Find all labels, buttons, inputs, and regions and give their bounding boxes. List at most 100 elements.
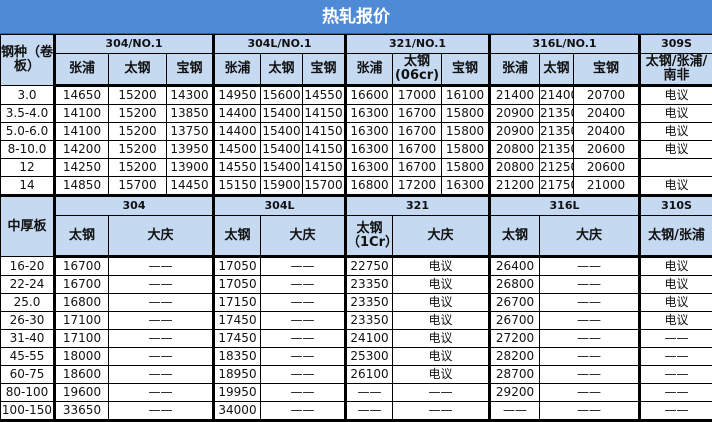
price-cell: 19950 bbox=[214, 384, 261, 402]
price-cell: 17050 bbox=[214, 276, 261, 294]
price-cell: 26700 bbox=[490, 312, 540, 330]
column-header: 宝钢 bbox=[442, 54, 490, 86]
price-cell: —— bbox=[261, 312, 346, 330]
thickness-label: 25.0 bbox=[1, 294, 55, 312]
price-cell: 14150 bbox=[303, 159, 346, 177]
column-header: 张浦 bbox=[55, 54, 109, 86]
price-cell: 16300 bbox=[442, 177, 490, 196]
price-cell: 20400 bbox=[574, 105, 640, 123]
price-cell: —— bbox=[640, 366, 712, 384]
column-header: 宝钢 bbox=[167, 54, 214, 86]
price-cell: —— bbox=[640, 330, 712, 348]
price-cell: 25300 bbox=[346, 348, 393, 366]
price-cell: 13750 bbox=[167, 123, 214, 141]
price-cell: 14400 bbox=[214, 105, 261, 123]
price-cell: 21350 bbox=[540, 105, 574, 123]
price-cell: —— bbox=[109, 348, 214, 366]
price-cell: 14150 bbox=[303, 141, 346, 159]
coil-corner-header: 钢种（卷板） bbox=[1, 35, 55, 86]
price-cell bbox=[640, 159, 712, 177]
group-header: 310S bbox=[640, 196, 712, 216]
price-cell: 电议 bbox=[393, 257, 490, 276]
thickness-label: 3.0 bbox=[1, 86, 55, 105]
group-header: 321 bbox=[346, 196, 490, 216]
price-cell: 20800 bbox=[490, 159, 540, 177]
price-cell: 电议 bbox=[640, 105, 712, 123]
price-cell: 21350 bbox=[540, 141, 574, 159]
price-cell: 15400 bbox=[261, 123, 303, 141]
thickness-label: 12 bbox=[1, 159, 55, 177]
price-cell: 29200 bbox=[490, 384, 540, 402]
page-title: 热轧报价 bbox=[0, 0, 712, 34]
price-cell: —— bbox=[261, 257, 346, 276]
price-cell: 14100 bbox=[55, 123, 109, 141]
price-cell: 16800 bbox=[346, 177, 393, 196]
price-cell: —— bbox=[261, 330, 346, 348]
price-cell: 14150 bbox=[303, 105, 346, 123]
price-cell: 15700 bbox=[303, 177, 346, 196]
price-cell: —— bbox=[109, 312, 214, 330]
price-cell: —— bbox=[109, 276, 214, 294]
group-header: 309S bbox=[640, 35, 712, 54]
price-cell: —— bbox=[261, 276, 346, 294]
price-cell: —— bbox=[109, 330, 214, 348]
column-header: 张浦 bbox=[346, 54, 393, 86]
price-cell: —— bbox=[540, 257, 640, 276]
price-cell: 16300 bbox=[346, 159, 393, 177]
price-cell: —— bbox=[540, 366, 640, 384]
price-cell: 17450 bbox=[214, 330, 261, 348]
price-cell: 18950 bbox=[214, 366, 261, 384]
group-header: 304L/NO.1 bbox=[214, 35, 346, 54]
price-cell: —— bbox=[640, 348, 712, 366]
thickness-label: 16-20 bbox=[1, 257, 55, 276]
column-header: 大庆 bbox=[109, 216, 214, 257]
price-cell: 15800 bbox=[442, 141, 490, 159]
price-cell: 14500 bbox=[214, 141, 261, 159]
group-header: 304L bbox=[214, 196, 346, 216]
price-cell: 14650 bbox=[55, 86, 109, 105]
price-cell: 电议 bbox=[640, 294, 712, 312]
price-cell: —— bbox=[261, 402, 346, 421]
price-cell: 17150 bbox=[214, 294, 261, 312]
price-cell: 16700 bbox=[393, 159, 442, 177]
price-cell: 21200 bbox=[490, 177, 540, 196]
price-cell: 28200 bbox=[490, 348, 540, 366]
price-cell: —— bbox=[393, 384, 490, 402]
price-cell: 21250 bbox=[540, 159, 574, 177]
price-cell: 14550 bbox=[214, 159, 261, 177]
price-cell: —— bbox=[109, 384, 214, 402]
price-cell: 14150 bbox=[303, 123, 346, 141]
price-cell: 17050 bbox=[214, 257, 261, 276]
price-cell: 15600 bbox=[261, 86, 303, 105]
price-cell: —— bbox=[346, 384, 393, 402]
price-cell: 20900 bbox=[490, 123, 540, 141]
price-cell: —— bbox=[640, 384, 712, 402]
price-cell: 15400 bbox=[261, 159, 303, 177]
column-header: 太钢 bbox=[55, 216, 109, 257]
price-cell: 14450 bbox=[167, 177, 214, 196]
price-cell: 电议 bbox=[640, 141, 712, 159]
thickness-label: 80-100 bbox=[1, 384, 55, 402]
price-cell: —— bbox=[261, 348, 346, 366]
price-cell: 18350 bbox=[214, 348, 261, 366]
price-cell: 14550 bbox=[303, 86, 346, 105]
price-cell: 14250 bbox=[55, 159, 109, 177]
price-cell: —— bbox=[540, 348, 640, 366]
price-cell: 15200 bbox=[109, 86, 167, 105]
price-cell: 15200 bbox=[109, 141, 167, 159]
column-header: 太钢 bbox=[109, 54, 167, 86]
price-cell: —— bbox=[261, 294, 346, 312]
price-cell: 34000 bbox=[214, 402, 261, 421]
price-cell: —— bbox=[540, 312, 640, 330]
price-cell: 18600 bbox=[55, 366, 109, 384]
price-cell: 26800 bbox=[490, 276, 540, 294]
price-cell: 26400 bbox=[490, 257, 540, 276]
price-cell: 16700 bbox=[393, 105, 442, 123]
